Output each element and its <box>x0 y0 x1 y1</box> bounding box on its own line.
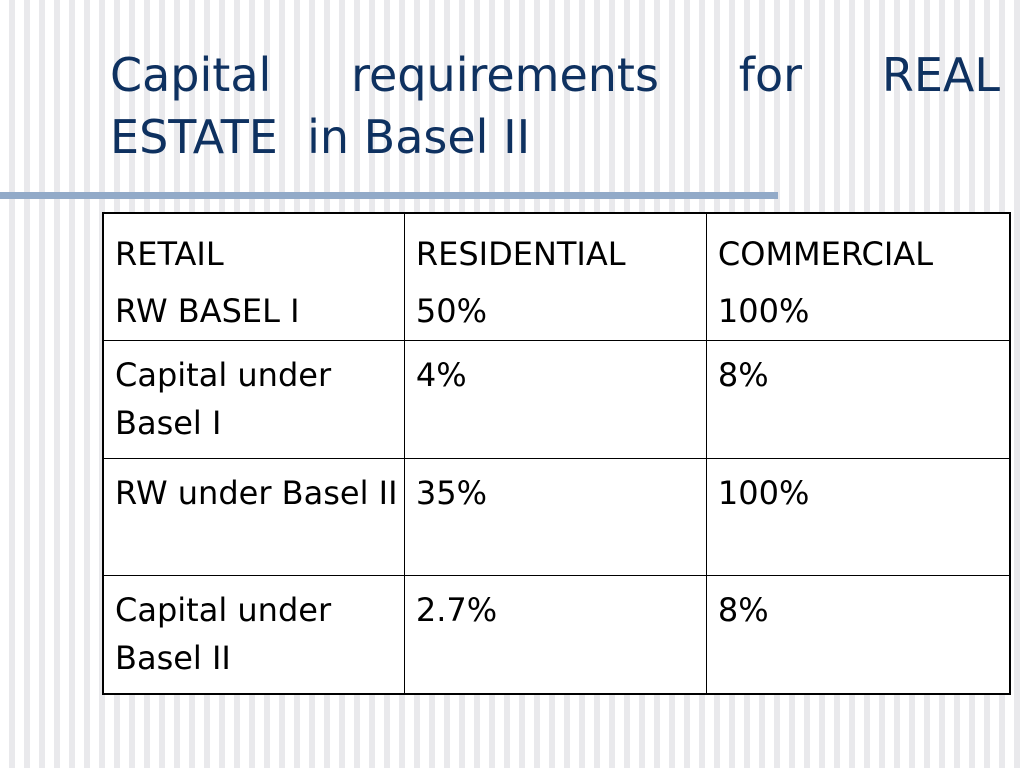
commercial-value-cell: 8% <box>705 575 1011 695</box>
table-header-row: RETAIL RW BASEL I RESIDENTIAL 50% COMMER… <box>102 212 1011 341</box>
slide-title-line-1: Capital requirements for REAL <box>110 48 1000 102</box>
header-residential-rw: 50% <box>415 292 487 330</box>
header-retail-label: RETAIL <box>115 235 224 273</box>
header-cell-commercial: COMMERCIAL 100% <box>705 212 1011 341</box>
header-residential-label: RESIDENTIAL <box>415 235 626 273</box>
slide-title-line-2: ESTATE in Basel II <box>110 110 531 164</box>
header-cell-retail: RETAIL RW BASEL I <box>102 212 405 341</box>
commercial-value-cell: 8% <box>705 340 1011 459</box>
row-label-cell: Capital under Basel II <box>102 575 405 695</box>
title-underline-rule <box>0 192 778 199</box>
table-row: Capital under Basel II 2.7% 8% <box>102 575 1011 695</box>
row-label-cell: RW under Basel II <box>102 458 405 576</box>
row-label-cell: Capital under Basel I <box>102 340 405 459</box>
header-commercial-rw: 100% <box>717 292 810 330</box>
table-row: Capital under Basel I 4% 8% <box>102 340 1011 459</box>
header-commercial-label: COMMERCIAL <box>717 235 934 273</box>
table-row: RW under Basel II 35% 100% <box>102 458 1011 576</box>
commercial-value-cell: 100% <box>705 458 1011 576</box>
header-rw-basel-i-label: RW BASEL I <box>115 292 300 330</box>
slide-title: Capital requirements for REAL ESTATE in … <box>110 44 1000 168</box>
capital-requirements-table: RETAIL RW BASEL I RESIDENTIAL 50% COMMER… <box>102 212 1011 695</box>
residential-value-cell: 4% <box>403 340 707 459</box>
residential-value-cell: 2.7% <box>403 575 707 695</box>
header-cell-residential: RESIDENTIAL 50% <box>403 212 707 341</box>
residential-value-cell: 35% <box>403 458 707 576</box>
